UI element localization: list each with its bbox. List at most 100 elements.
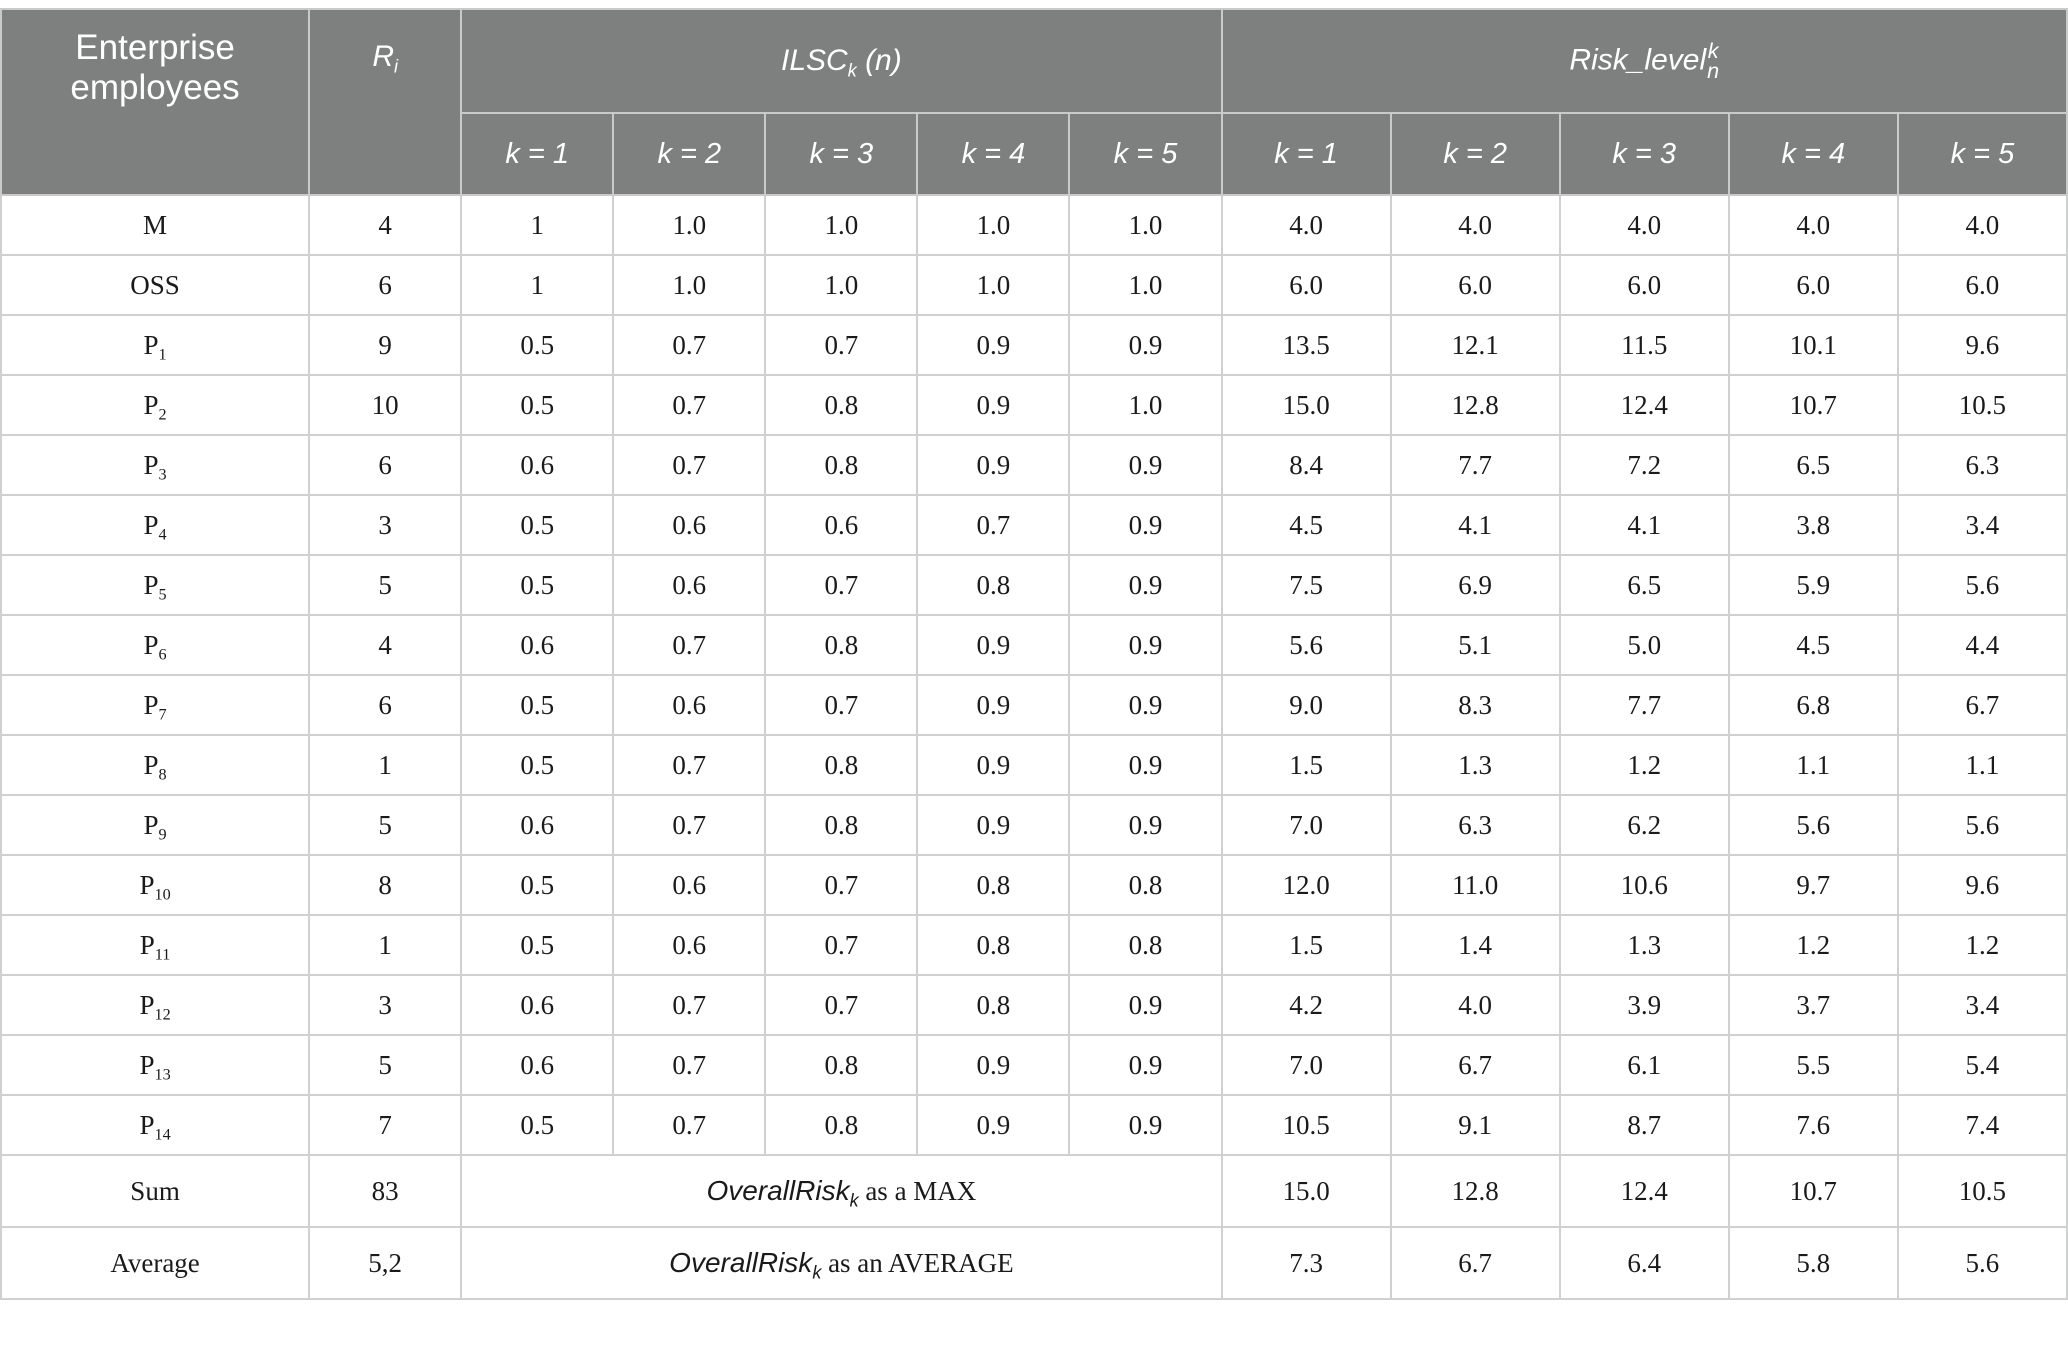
- ilsc-k1-cell: 0.5: [460, 314, 615, 376]
- employee-name-cell: P13: [0, 1034, 311, 1096]
- risk-k3-cell: 6.2: [1558, 794, 1730, 856]
- ilsc-k3-cell: 1.0: [764, 194, 919, 256]
- ilsc-k1-cell: 0.6: [460, 1034, 615, 1096]
- r-value-cell: 1: [308, 734, 463, 796]
- risk-k1-cell: 12.0: [1220, 854, 1392, 916]
- employee-subscript: 10: [154, 885, 171, 904]
- risk-k3-cell: 6.1: [1558, 1034, 1730, 1096]
- risk-level-symbol: Risk_level: [1569, 42, 1707, 76]
- risk-level-superscript: k: [1707, 37, 1719, 63]
- risk-k1-cell: 5.6: [1220, 614, 1392, 676]
- employee-subscript: 5: [158, 585, 167, 604]
- ilsc-k4-cell: 0.9: [916, 1034, 1071, 1096]
- risk-k2-cell: 4.0: [1389, 974, 1561, 1036]
- ilsc-k1-cell: 0.5: [460, 494, 615, 556]
- ilsc-k4-header: k = 4: [916, 112, 1071, 196]
- overall-risk-subscript: k: [849, 1190, 859, 1211]
- overall-risk-symbol: OverallRisk: [669, 1247, 813, 1278]
- employee-name: P: [139, 869, 155, 900]
- r-value-cell: 1: [308, 914, 463, 976]
- risk-k2-cell: 6.0: [1389, 254, 1561, 316]
- risk-k2-cell: 7.7: [1389, 434, 1561, 496]
- overall-risk-description-cell: OverallRiskk as an AVERAGE: [460, 1226, 1223, 1300]
- ilsc-k4-cell: 0.8: [916, 914, 1071, 976]
- employees-header-label: Enterprise employees: [70, 28, 240, 107]
- risk-k2-header: k = 2: [1389, 112, 1561, 196]
- summary-risk-k1-cell: 7.3: [1220, 1226, 1392, 1300]
- table-row: P9 5 0.6 0.7 0.8 0.9 0.9 7.0 6.3 6.2 5.6 5.6: [0, 794, 2068, 856]
- ilsc-k2-cell: 0.6: [612, 674, 767, 736]
- risk-k1-cell: 9.0: [1220, 674, 1392, 736]
- employee-subscript: 7: [158, 705, 167, 724]
- ilsc-k1-cell: 0.6: [460, 434, 615, 496]
- risk-k5-cell: 7.4: [1896, 1094, 2068, 1156]
- ilsc-k1-cell: 0.5: [460, 734, 615, 796]
- table-row: OSS 6 1 1.0 1.0 1.0 1.0 6.0 6.0 6.0 6.0 6.0: [0, 254, 2068, 316]
- summary-row: Average 5,2 OverallRiskk as an AVERAGE 7.3 6…: [0, 1226, 2068, 1300]
- ilsc-k2-cell: 0.7: [612, 434, 767, 496]
- risk-k5-cell: 3.4: [1896, 974, 2068, 1036]
- ilsc-k4-cell: 0.7: [916, 494, 1071, 556]
- summary-risk-k3-cell: 6.4: [1558, 1226, 1730, 1300]
- risk-k5-cell: 5.6: [1896, 554, 2068, 616]
- ilsc-k3-cell: 1.0: [764, 254, 919, 316]
- ilsc-k5-header: k = 5: [1068, 112, 1223, 196]
- r-value-cell: 3: [308, 974, 463, 1036]
- employee-name: P: [139, 929, 155, 960]
- employee-name-cell: P5: [0, 554, 311, 616]
- ilsc-k3-cell: 0.8: [764, 794, 919, 856]
- ilsc-k2-cell: 0.7: [612, 794, 767, 856]
- risk-k3-cell: 11.5: [1558, 314, 1730, 376]
- employee-name-cell: P3: [0, 434, 311, 496]
- risk-table: Enterprise employees Ri ILSCk (n) Risk_l…: [0, 8, 2068, 1300]
- ilsc-k2-cell: 0.7: [612, 374, 767, 436]
- risk-k1-cell: 7.5: [1220, 554, 1392, 616]
- r-value-cell: 6: [308, 254, 463, 316]
- employee-name-cell: P4: [0, 494, 311, 556]
- summary-risk-k5-cell: 10.5: [1896, 1154, 2068, 1228]
- ilsc-k2-cell: 0.7: [612, 1034, 767, 1096]
- summary-risk-k4-cell: 10.7: [1727, 1154, 1899, 1228]
- risk-k4-cell: 5.9: [1727, 554, 1899, 616]
- employee-name-cell: P8: [0, 734, 311, 796]
- ilsc-symbol: ILSC: [781, 44, 848, 77]
- employee-name-cell: P1: [0, 314, 311, 376]
- risk-k4-cell: 6.8: [1727, 674, 1899, 736]
- risk-k1-cell: 13.5: [1220, 314, 1392, 376]
- risk-k5-cell: 5.4: [1896, 1034, 2068, 1096]
- ilsc-k4-cell: 0.8: [916, 554, 1071, 616]
- risk-k4-cell: 4.5: [1727, 614, 1899, 676]
- risk-level-subscript: n: [1707, 58, 1720, 83]
- r-value-cell: 5: [308, 1034, 463, 1096]
- employee-name-cell: P11: [0, 914, 311, 976]
- risk-k3-cell: 12.4: [1558, 374, 1730, 436]
- employee-name: P: [143, 809, 159, 840]
- table-row: P1 9 0.5 0.7 0.7 0.9 0.9 13.5 12.1 11.5 10.1 9.6: [0, 314, 2068, 376]
- risk-level-group-header: Risk_level k n: [1220, 8, 2068, 114]
- ilsc-k5-cell: 0.9: [1068, 614, 1223, 676]
- ilsc-k4-cell: 0.9: [916, 1094, 1071, 1156]
- ilsc-k1-cell: 0.5: [460, 914, 615, 976]
- employee-name: P: [143, 389, 159, 420]
- r-value-cell: 5: [308, 554, 463, 616]
- ilsc-k4-cell: 0.8: [916, 974, 1071, 1036]
- risk-k3-cell: 7.2: [1558, 434, 1730, 496]
- ilsc-k4-cell: 1.0: [916, 194, 1071, 256]
- employee-subscript: 14: [154, 1125, 171, 1144]
- ilsc-k4-cell: 0.9: [916, 614, 1071, 676]
- risk-k2-cell: 6.7: [1389, 1034, 1561, 1096]
- employee-name: P: [143, 749, 159, 780]
- ilsc-k3-cell: 0.8: [764, 734, 919, 796]
- ilsc-k3-cell: 0.8: [764, 1034, 919, 1096]
- risk-k1-cell: 8.4: [1220, 434, 1392, 496]
- r-value-cell: 10: [308, 374, 463, 436]
- summary-risk-k5-cell: 5.6: [1896, 1226, 2068, 1300]
- table-row: P12 3 0.6 0.7 0.7 0.8 0.9 4.2 4.0 3.9 3.7 3.4: [0, 974, 2068, 1036]
- ilsc-k4-cell: 0.9: [916, 734, 1071, 796]
- employee-name-cell: P2: [0, 374, 311, 436]
- employee-name-cell: M: [0, 194, 311, 256]
- ilsc-group-header: ILSCk (n): [460, 8, 1223, 114]
- table-row: P7 6 0.5 0.6 0.7 0.9 0.9 9.0 8.3 7.7 6.8 6.7: [0, 674, 2068, 736]
- employee-name: P: [139, 1109, 155, 1140]
- risk-k2-cell: 5.1: [1389, 614, 1561, 676]
